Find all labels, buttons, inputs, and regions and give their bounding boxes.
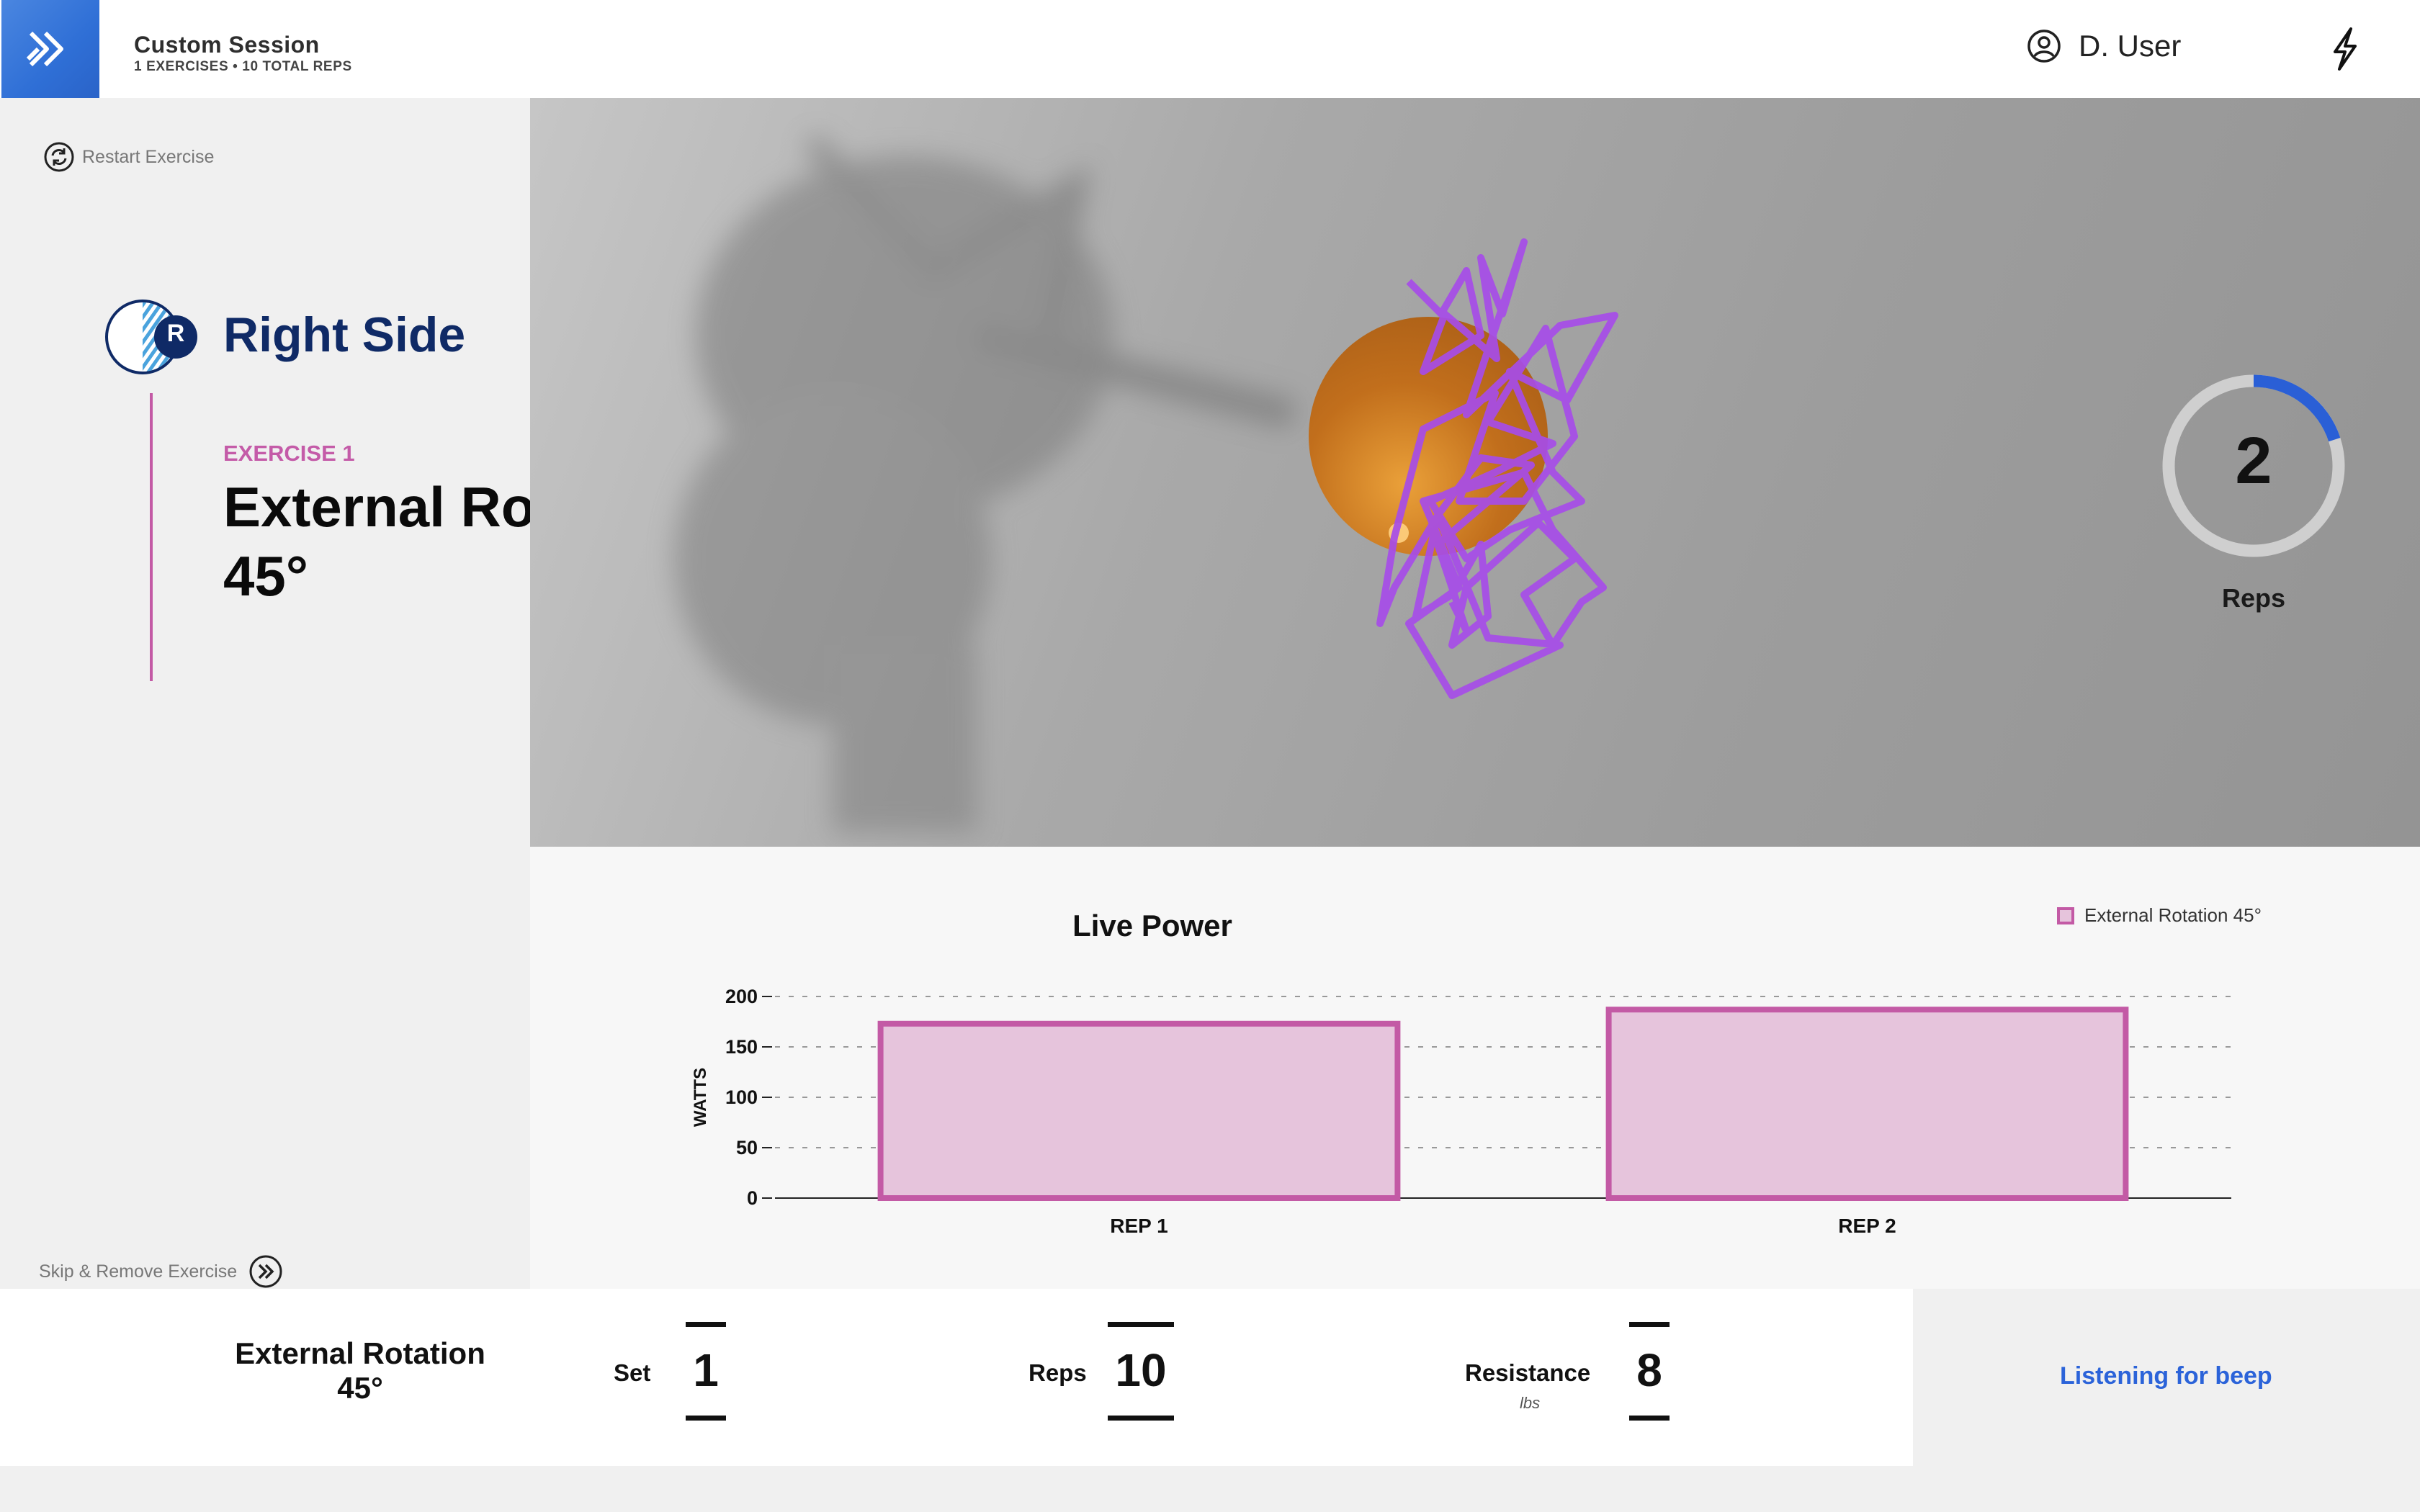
resistance-unit: lbs <box>1520 1394 1541 1412</box>
side-indicator-icon <box>105 300 197 374</box>
person-silhouette <box>674 134 1297 832</box>
target-ball <box>1309 317 1548 556</box>
rep-progress-ring <box>2162 374 2345 557</box>
rep-count: 2 <box>2235 424 2272 498</box>
exercise-name: External Rotation 45° <box>223 475 530 608</box>
resistance-top-bar <box>1629 1322 1670 1327</box>
status-panel <box>1913 1289 2420 1466</box>
exercise-footer <box>0 1289 1913 1466</box>
resistance-value[interactable]: 8 <box>1636 1344 1662 1396</box>
listening-status: Listening for beep <box>2060 1362 2272 1390</box>
restart-exercise-label: Restart Exercise <box>82 146 215 167</box>
chart-legend: External Rotation 45° <box>2057 904 2262 927</box>
set-top-bar <box>686 1322 726 1327</box>
meta-separator: • <box>233 59 238 74</box>
user-avatar-icon <box>2027 30 2061 63</box>
legend-label: External Rotation 45° <box>2084 904 2262 926</box>
exercise-count: 1 <box>134 59 143 74</box>
restart-icon <box>44 142 74 172</box>
set-label: Set <box>614 1359 651 1386</box>
skip-forward-icon <box>249 1255 282 1288</box>
resistance-bottom-bar <box>1629 1416 1670 1421</box>
double-chevron-logo-icon <box>26 31 63 67</box>
session-summary: 1 EXERCISES • 10 TOTAL REPS <box>134 59 352 75</box>
camera-feed <box>530 98 2420 847</box>
exercise-count-label: EXERCISES <box>146 59 229 74</box>
legend-swatch <box>2057 906 2074 924</box>
restart-exercise-button[interactable]: Restart Exercise <box>43 141 214 173</box>
app-logo[interactable] <box>1 0 99 98</box>
timeline-line <box>150 393 153 681</box>
total-reps-label: TOTAL REPS <box>262 59 352 74</box>
footer-exercise-name-line2: 45° <box>337 1371 383 1405</box>
reps-label: Reps <box>1028 1359 1087 1386</box>
set-bottom-bar <box>686 1416 726 1421</box>
side-label: Right Side <box>223 307 466 362</box>
user-name: D. User <box>2079 29 2182 63</box>
reps-top-bar <box>1108 1322 1174 1327</box>
top-bar: Custom Session 1 EXERCISES • 10 TOTAL RE… <box>0 0 2420 98</box>
resistance-label: Resistance <box>1465 1359 1591 1386</box>
set-value[interactable]: 1 <box>693 1344 719 1396</box>
skip-remove-label: Skip & Remove Exercise <box>39 1261 238 1282</box>
reps-bottom-bar <box>1108 1416 1174 1421</box>
total-reps-count: 10 <box>242 59 259 74</box>
footer-exercise-name-line1: External Rotation <box>235 1336 485 1370</box>
motion-tracking-view <box>674 134 1618 832</box>
exercise-number-label: EXERCISE 1 <box>223 441 355 466</box>
side-letter: R <box>166 320 185 347</box>
chart-title: Live Power <box>1072 909 1232 942</box>
exercise-sidebar: Restart Exercise R Right Side EXERCISE 1… <box>0 98 530 1289</box>
user-menu[interactable]: D. User <box>2027 29 2181 63</box>
motion-trace <box>1376 238 1618 699</box>
rep-count-label: Reps <box>2221 583 2286 613</box>
footer-exercise-name: External Rotation 45° <box>216 1336 504 1405</box>
session-title: Custom Session <box>134 32 320 58</box>
skip-remove-exercise-button[interactable]: Skip & Remove Exercise <box>39 1254 283 1289</box>
reps-value[interactable]: 10 <box>1115 1344 1167 1396</box>
power-button[interactable] <box>2323 24 2367 73</box>
lightning-icon <box>2334 27 2357 71</box>
